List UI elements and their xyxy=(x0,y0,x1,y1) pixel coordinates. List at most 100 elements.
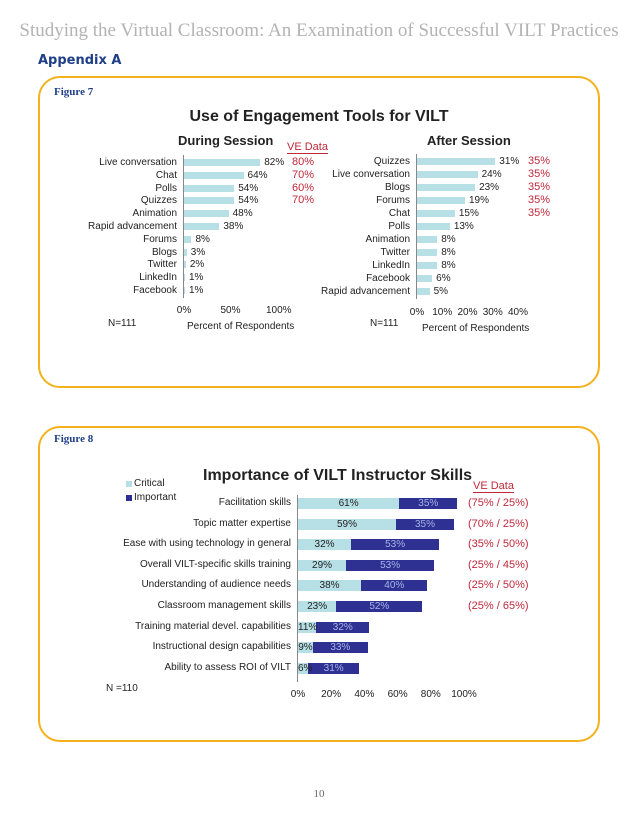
critical-value: 6% xyxy=(298,662,313,674)
important-bar xyxy=(395,518,455,530)
during-x-label: Percent of Respondents xyxy=(187,321,295,332)
after-tick-label: 0% xyxy=(409,307,425,318)
figure-8-label: Figure 8 xyxy=(54,433,94,445)
during-tick-label: 50% xyxy=(220,305,241,316)
during-data-label: 8% xyxy=(195,233,210,245)
important-bar xyxy=(361,580,428,592)
important-bar xyxy=(399,498,458,509)
critical-bar xyxy=(298,601,337,612)
important-bar xyxy=(312,642,368,654)
after-data-label: 15% xyxy=(458,208,479,219)
important-value: 52% xyxy=(369,601,390,612)
after-bar xyxy=(417,158,496,165)
after-y-axis xyxy=(416,154,417,299)
after-tick-label: 20% xyxy=(457,307,478,318)
after-ve-value: 35% xyxy=(528,168,551,180)
after-tick-label: 30% xyxy=(482,307,503,318)
important-bar xyxy=(307,662,360,674)
during-category-label: Forums xyxy=(143,233,177,245)
ve-data-label: VE Data xyxy=(287,141,328,154)
after-category-label: Live conversation xyxy=(332,169,410,180)
during-data-label: 54% xyxy=(238,182,259,194)
after-data-label: 13% xyxy=(453,221,474,232)
critical-bar xyxy=(298,580,362,592)
ve-data-label-fig8: VE Data xyxy=(473,480,514,493)
skills-tick-label: 60% xyxy=(387,689,408,700)
during-bar xyxy=(184,171,244,179)
important-value: 33% xyxy=(330,642,351,654)
after-tick-label: 40% xyxy=(507,307,528,318)
ve-value: (70% / 25%) xyxy=(468,517,529,530)
legend-important-swatch xyxy=(126,495,132,501)
during-bar xyxy=(184,223,220,230)
during-data-label: 64% xyxy=(247,169,268,181)
after-x-label: Percent of Respondents xyxy=(422,323,530,334)
after-category-label: Facebook xyxy=(366,273,410,284)
after-tick-label: 10% xyxy=(432,307,453,318)
ve-value: (25% / 65%) xyxy=(468,600,529,612)
after-bar xyxy=(417,288,430,295)
ve-value: (75% / 25%) xyxy=(468,497,529,509)
critical-bar xyxy=(298,621,317,633)
during-data-label: 48% xyxy=(232,208,253,220)
skills-tick-label: 0% xyxy=(290,689,306,700)
critical-value: 29% xyxy=(312,559,333,571)
critical-value: 38% xyxy=(319,580,340,592)
during-ve-value: 80% xyxy=(292,156,315,168)
during-category-label: Polls xyxy=(155,182,177,194)
after-ve-value: 35% xyxy=(528,194,551,206)
during-bar xyxy=(184,261,186,269)
after-bar xyxy=(417,275,433,282)
after-ve-value: 35% xyxy=(528,207,551,219)
after-data-label: 5% xyxy=(433,286,449,297)
during-data-label: 1% xyxy=(189,285,204,296)
important-bar xyxy=(316,621,370,633)
important-value: 35% xyxy=(414,518,435,530)
after-bar xyxy=(417,197,465,204)
critical-bar xyxy=(298,539,352,551)
during-bar xyxy=(184,235,192,243)
after-ve-value: 35% xyxy=(528,181,551,193)
after-category-label: Forums xyxy=(376,195,410,206)
during-data-label: 3% xyxy=(190,246,206,258)
figure-7-title: Use of Engagement Tools for VILT xyxy=(189,108,449,125)
important-value: 40% xyxy=(384,580,405,592)
during-data-label: 2% xyxy=(189,259,205,271)
n-label-fig8: N =110 xyxy=(106,683,138,694)
important-value: 53% xyxy=(380,559,401,571)
after-ve-value: 35% xyxy=(528,155,551,167)
after-bar xyxy=(417,236,438,243)
ve-value: (25% / 45%) xyxy=(468,558,529,571)
during-bar xyxy=(184,274,185,282)
during-bar xyxy=(184,210,229,218)
critical-bar xyxy=(298,518,396,530)
after-data-label: 8% xyxy=(441,260,456,271)
during-bar xyxy=(184,159,261,166)
important-value: 32% xyxy=(332,621,353,633)
legend-important-label: Important xyxy=(134,492,177,503)
after-category-label: Animation xyxy=(365,234,410,245)
critical-bar xyxy=(298,559,347,571)
during-session-title: During Session xyxy=(178,133,274,148)
after-data-label: 19% xyxy=(468,195,489,206)
after-bar xyxy=(417,223,450,230)
critical-value: 23% xyxy=(307,601,328,612)
during-category-label: Quizzes xyxy=(140,195,177,207)
skill-label: Understanding of audience needs xyxy=(141,579,291,591)
during-category-label: LinkedIn xyxy=(139,272,177,284)
figure-8-title: Importance of VILT Instructor Skills xyxy=(203,467,473,484)
after-bar xyxy=(417,171,478,178)
after-category-label: LinkedIn xyxy=(372,260,410,271)
page-number: 10 xyxy=(313,788,325,800)
after-data-label: 24% xyxy=(481,169,502,180)
skill-label: Training material devel. capabilities xyxy=(135,620,291,632)
appendix-heading: Appendix A xyxy=(38,53,122,68)
during-y-axis xyxy=(183,155,184,298)
after-category-label: Blogs xyxy=(384,182,410,193)
during-bar xyxy=(184,184,235,192)
after-bar xyxy=(417,262,438,269)
important-value: 53% xyxy=(385,539,406,551)
ve-value: (35% / 50%) xyxy=(468,538,529,551)
critical-bar xyxy=(298,662,308,674)
important-bar xyxy=(346,559,435,571)
